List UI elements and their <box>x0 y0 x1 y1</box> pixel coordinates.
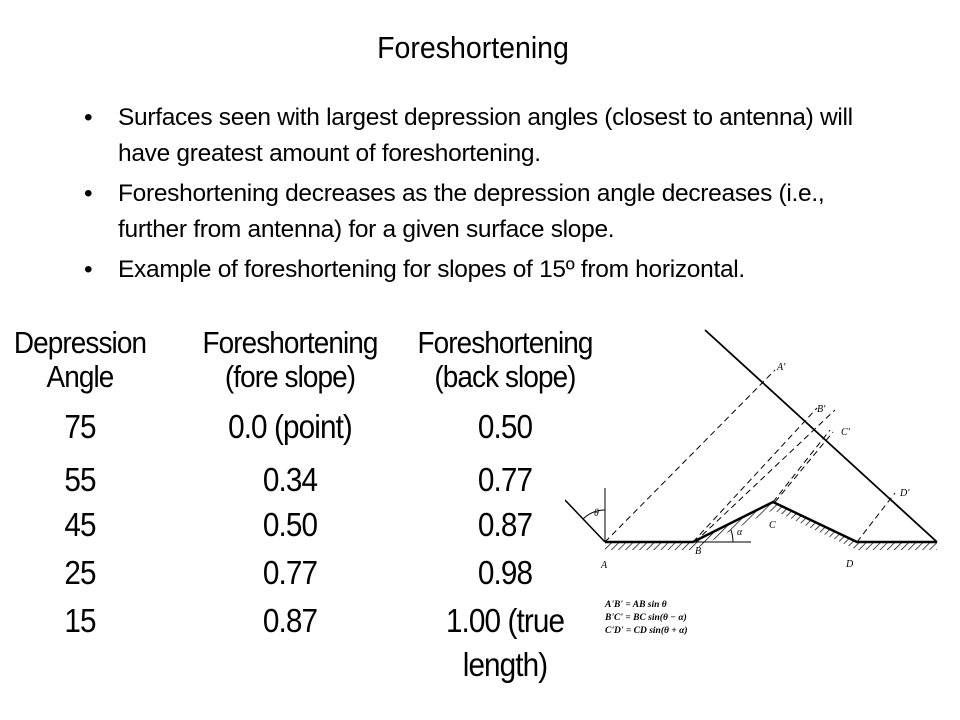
table-cell: 75 <box>64 408 96 445</box>
table-cell: 45 <box>64 506 96 543</box>
bullet-item: • Foreshortening decreases as the depress… <box>80 176 880 248</box>
incidence-line <box>565 499 606 543</box>
table-cell: length) <box>462 646 548 683</box>
foreshortening-diagram: A' B' C' D' A B C D θ α A'B' = AB sin θ … <box>565 329 938 636</box>
label-d-prime: D' <box>899 488 910 499</box>
table-cell: 0.50 <box>262 506 318 543</box>
label-a-prime: A' <box>776 362 786 373</box>
header-depression-angle: Depression Angle <box>8 326 152 394</box>
label-alpha: α <box>737 527 743 538</box>
table-cell: 0.50 <box>477 408 533 445</box>
label-b-prime: B' <box>817 404 826 415</box>
bullet-list: • Surfaces seen with largest depression a… <box>80 100 880 292</box>
alpha-arc <box>730 529 734 543</box>
header-line: Depression <box>13 325 147 360</box>
label-d: D <box>845 559 854 570</box>
header-line: Foreshortening <box>417 325 593 360</box>
header-line: (back slope) <box>434 359 576 394</box>
bullet-text: Example of foreshortening for slopes of … <box>118 256 745 283</box>
bullet-dot-icon: • <box>84 104 93 131</box>
equation-c-d: C'D' = CD sin(θ + α) <box>605 625 688 636</box>
image-plane-line <box>704 329 938 543</box>
theta-arc <box>582 509 606 520</box>
ground-profile <box>605 500 937 544</box>
header-back-slope: Foreshortening (back slope) <box>415 326 595 394</box>
table-cell: 0.77 <box>262 554 318 591</box>
header-line: Angle <box>46 359 115 394</box>
label-b: B <box>695 546 701 557</box>
header-line: Foreshortening <box>202 325 378 360</box>
table-cell: 0.87 <box>477 506 533 543</box>
table-cell: 15 <box>64 602 96 639</box>
table-cell: 0.87 <box>262 602 318 639</box>
label-a: A <box>600 560 608 571</box>
table-cell: 55 <box>64 461 96 498</box>
table-cell: 0.98 <box>477 554 533 591</box>
equation-a-b: A'B' = AB sin θ <box>604 600 667 610</box>
bullet-text: Surfaces seen with largest depression an… <box>118 104 853 167</box>
table-cell: 1.00 (true <box>445 602 565 639</box>
bullet-dot-icon: • <box>84 180 93 207</box>
slide-title: Foreshortening <box>377 30 569 65</box>
equation-b-c: B'C' = BC sin(θ − α) <box>604 612 687 623</box>
table-cell: 25 <box>64 554 96 591</box>
table-cell: 0.77 <box>477 461 533 498</box>
bullet-dot-icon: • <box>84 256 93 283</box>
header-line: (fore slope) <box>224 359 356 394</box>
table-cell: 0.0 (point) <box>228 408 353 445</box>
header-fore-slope: Foreshortening (fore slope) <box>200 326 380 394</box>
table-cell: 0.34 <box>262 461 318 498</box>
bullet-text: Foreshortening decreases as the depressi… <box>118 180 825 243</box>
bullet-item: • Example of foreshortening for slopes of… <box>80 252 880 288</box>
projection-lines <box>604 369 896 543</box>
label-c-prime: C' <box>841 427 851 438</box>
label-theta: θ <box>594 508 599 519</box>
ground-hatch <box>605 502 937 550</box>
bullet-item: • Surfaces seen with largest depression a… <box>80 100 880 172</box>
label-c: C <box>769 520 776 531</box>
